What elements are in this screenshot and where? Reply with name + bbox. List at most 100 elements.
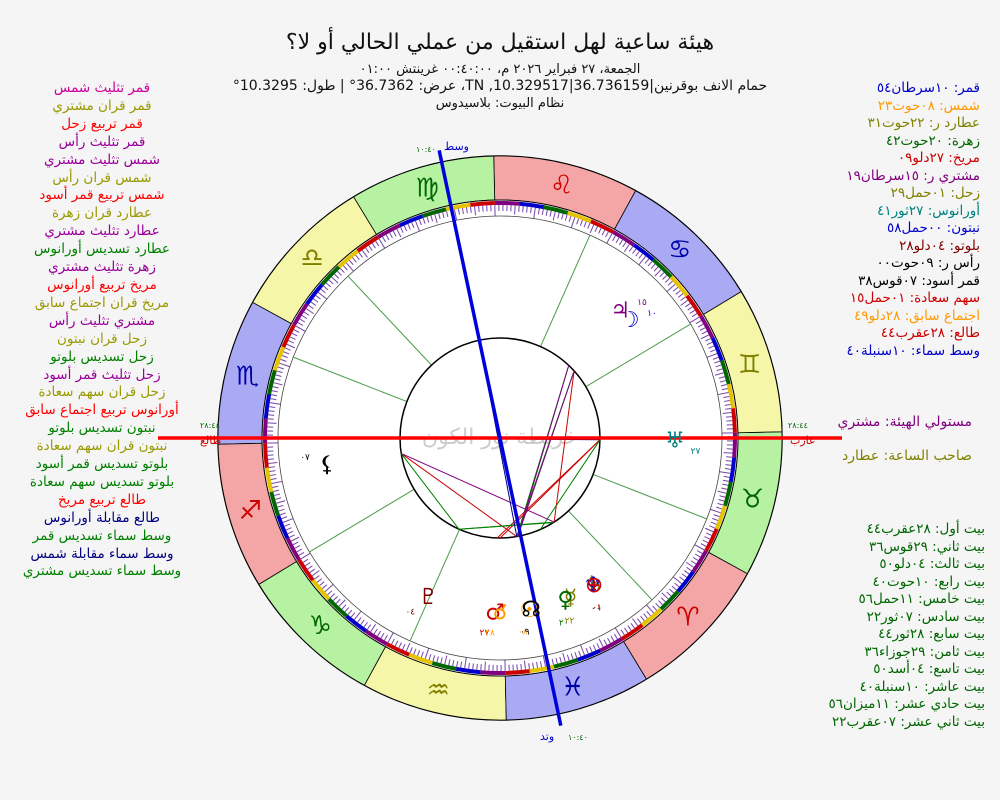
degree-tick: [628, 246, 634, 252]
degree-tick: [660, 597, 666, 603]
degree-tick: [336, 270, 342, 276]
degree-tick: [301, 315, 308, 320]
degree-tick: [638, 253, 643, 259]
aspect-line: [539, 439, 601, 530]
degree-tick: [701, 330, 708, 335]
degree-tick: [601, 229, 606, 236]
degree-tick: [645, 603, 655, 614]
degree-tick: [723, 395, 730, 399]
degree-tick: [361, 249, 368, 258]
term-arc: [699, 314, 715, 339]
term-arc: [269, 491, 281, 517]
degree-tick: [605, 233, 613, 245]
degree-tick: [413, 648, 417, 655]
degree-tick: [456, 660, 459, 668]
degree-tick: [674, 582, 680, 588]
degree-tick: [658, 600, 664, 606]
aspect-item: نبتون تسديس بلوتو: [48, 420, 156, 437]
sign-glyph-capricorn: ♑: [309, 611, 332, 641]
planet-jupiter-degree: ١٥: [637, 298, 647, 308]
degree-tick: [324, 583, 335, 593]
degree-tick: [341, 604, 347, 610]
planet-saturn-glyph: ♄: [585, 573, 605, 598]
degree-tick: [533, 207, 536, 220]
descendant-time: ٢٨:٤٤: [788, 421, 808, 430]
degree-tick: [647, 261, 653, 267]
term-arc: [659, 590, 680, 611]
degree-tick: [468, 662, 470, 669]
sign-glyph-aries: ♈: [676, 603, 699, 633]
degree-tick: [536, 661, 539, 669]
degree-tick: [350, 612, 356, 618]
degree-tick: [671, 585, 677, 591]
imum-coeli-time: ١٠:٤٠: [568, 733, 588, 742]
degree-tick: [288, 340, 295, 344]
degree-tick: [268, 414, 275, 416]
degree-tick: [335, 598, 341, 604]
sign-glyph-taurus: ♉: [741, 485, 764, 515]
degree-tick: [723, 452, 733, 454]
aspect-line: [400, 453, 460, 530]
degree-tick: [328, 279, 334, 285]
lord-item: صاحب الساعة: عطارد: [841, 448, 972, 464]
degree-tick: [618, 239, 623, 246]
degree-tick: [444, 655, 448, 665]
term-arc: [356, 235, 380, 253]
degree-tick: [291, 332, 298, 337]
term-arc: [455, 666, 481, 675]
degree-tick: [461, 207, 464, 215]
aspect-item: قمر تربيع زحل: [61, 115, 143, 132]
degree-tick: [552, 211, 556, 221]
degree-tick: [725, 464, 732, 466]
planet-position-item: شمس: ٠٨حوت٢٣: [877, 97, 980, 114]
planet-moon-glyph: ☽: [620, 308, 640, 333]
term-arc: [376, 223, 401, 239]
degree-tick: [274, 378, 281, 381]
degree-tick: [561, 213, 564, 220]
term-arc: [728, 457, 737, 483]
degree-tick: [646, 610, 651, 617]
aspect-item: زحل تسديس بلوتو: [50, 348, 154, 365]
degree-tick: [298, 551, 305, 556]
house-cusp-item: بيت سابع: ٢٨ثور٤٤: [878, 626, 985, 642]
term-arc: [704, 528, 719, 552]
planet-uranus-glyph: ♅: [665, 429, 685, 454]
degree-tick: [689, 309, 696, 314]
term-arc: [567, 211, 592, 224]
aspect-item: زحل قران سهم سعادة: [38, 384, 166, 401]
degree-tick: [446, 211, 449, 218]
degree-tick: [610, 635, 615, 642]
degree-tick: [714, 372, 724, 376]
degree-tick: [317, 291, 328, 301]
planet-mercury-glyph: ☿: [564, 586, 578, 611]
term-arc: [398, 214, 424, 228]
degree-tick: [705, 532, 712, 536]
planet-sun-glyph: ☉: [520, 598, 540, 623]
degree-tick: [276, 370, 283, 374]
degree-tick: [704, 527, 714, 533]
degree-tick: [270, 394, 278, 397]
degree-tick: [691, 313, 698, 318]
midheaven-axis: [437, 149, 563, 727]
degree-tick: [589, 646, 593, 653]
degree-tick: [627, 625, 632, 631]
degree-tick: [417, 650, 421, 657]
degree-tick: [282, 517, 295, 523]
degree-tick: [714, 360, 721, 364]
term-arc: [505, 669, 530, 675]
degree-tick: [440, 657, 443, 664]
degree-tick: [284, 347, 291, 351]
degree-tick: [700, 334, 710, 340]
degree-tick: [720, 384, 727, 387]
degree-tick: [700, 543, 707, 547]
degree-tick: [667, 280, 673, 286]
planet-position-item: زحل: ٠١حمل٢٩: [890, 185, 980, 201]
degree-tick: [352, 257, 357, 263]
house-cusp-line: [568, 510, 653, 601]
term-arc: [276, 514, 290, 540]
degree-tick: [400, 227, 404, 233]
degree-tick: [272, 386, 279, 389]
term-arc: [327, 597, 348, 618]
house-cusp-item: بيت ثاني: ٢٩قوس٣٦: [868, 538, 985, 555]
degree-tick: [603, 639, 608, 646]
